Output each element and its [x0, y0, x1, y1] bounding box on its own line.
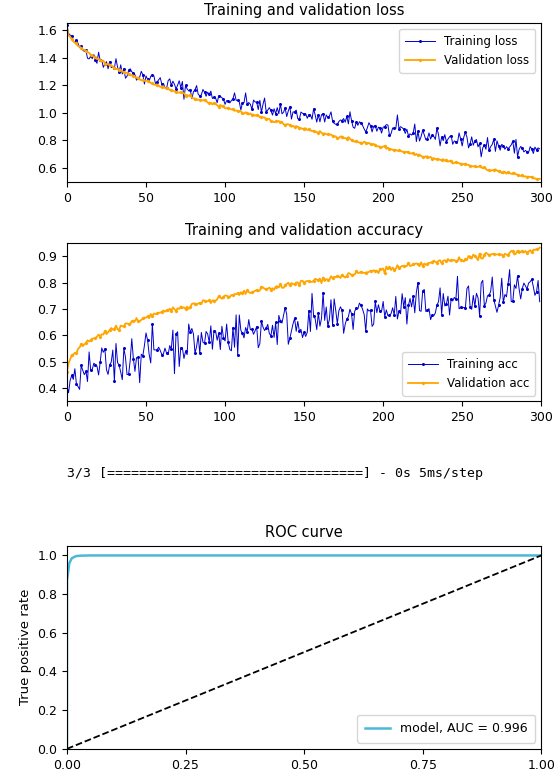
Y-axis label: True positive rate: True positive rate	[18, 589, 32, 706]
Training acc	[64, 385, 70, 394]
Training loss	[344, 112, 350, 121]
Training acc	[464, 284, 470, 293]
Title: ROC curve: ROC curve	[265, 526, 343, 540]
model, AUC = 0.996	[71, 552, 78, 561]
Line: Training acc: Training acc	[66, 269, 541, 394]
Validation acc	[353, 266, 360, 276]
Training acc	[494, 308, 501, 317]
Title: Training and validation accuracy: Training and validation accuracy	[185, 222, 423, 238]
model, AUC = 0.996	[73, 551, 80, 560]
Validation loss	[65, 31, 72, 40]
model, AUC = 0.996	[68, 554, 75, 563]
Training acc	[65, 388, 72, 398]
Training loss	[462, 127, 469, 137]
Validation loss	[353, 137, 360, 146]
Text: 3/3 [================================] - 0s 5ms/step: 3/3 [================================] -…	[67, 467, 483, 480]
model, AUC = 0.996	[111, 550, 118, 560]
Validation loss	[344, 134, 350, 144]
model, AUC = 0.996	[64, 744, 70, 753]
Validation loss	[492, 164, 499, 174]
Line: Validation acc: Validation acc	[66, 247, 541, 373]
Validation acc	[345, 269, 352, 278]
Training acc	[347, 305, 353, 314]
Validation acc	[64, 367, 70, 377]
Training loss	[494, 136, 501, 145]
Legend: model, AUC = 0.996: model, AUC = 0.996	[357, 715, 535, 743]
model, AUC = 0.996	[87, 550, 94, 560]
Training loss	[478, 152, 484, 161]
model, AUC = 0.996	[78, 551, 85, 560]
Validation loss	[345, 133, 352, 142]
model, AUC = 0.996	[301, 550, 307, 560]
Training loss	[65, 29, 72, 38]
Training loss	[345, 119, 352, 128]
Legend: Training acc, Validation acc: Training acc, Validation acc	[402, 352, 535, 395]
model, AUC = 0.996	[538, 550, 545, 560]
Training loss	[353, 117, 360, 127]
model, AUC = 0.996	[396, 550, 402, 560]
Validation loss	[462, 159, 469, 168]
Validation loss	[536, 174, 543, 184]
Training acc	[536, 297, 543, 306]
Training acc	[354, 304, 361, 313]
Line: model, AUC = 0.996: model, AUC = 0.996	[67, 555, 541, 749]
Line: Training loss: Training loss	[66, 25, 541, 157]
Validation acc	[462, 255, 469, 264]
Validation acc	[344, 271, 350, 280]
Validation loss	[533, 174, 540, 184]
Training loss	[64, 21, 70, 30]
model, AUC = 0.996	[66, 559, 73, 568]
Title: Training and validation loss: Training and validation loss	[204, 3, 405, 18]
Validation acc	[65, 359, 72, 368]
Training acc	[345, 312, 352, 321]
model, AUC = 0.996	[206, 550, 213, 560]
Validation acc	[492, 250, 499, 259]
Validation loss	[64, 26, 70, 36]
Line: Validation loss: Validation loss	[66, 30, 541, 180]
Training acc	[506, 265, 513, 274]
Training acc	[67, 376, 74, 385]
Training loss	[536, 144, 543, 154]
Legend: Training loss, Validation loss: Training loss, Validation loss	[400, 29, 535, 73]
model, AUC = 0.996	[490, 550, 497, 560]
model, AUC = 0.996	[64, 576, 70, 585]
Validation acc	[536, 243, 543, 252]
